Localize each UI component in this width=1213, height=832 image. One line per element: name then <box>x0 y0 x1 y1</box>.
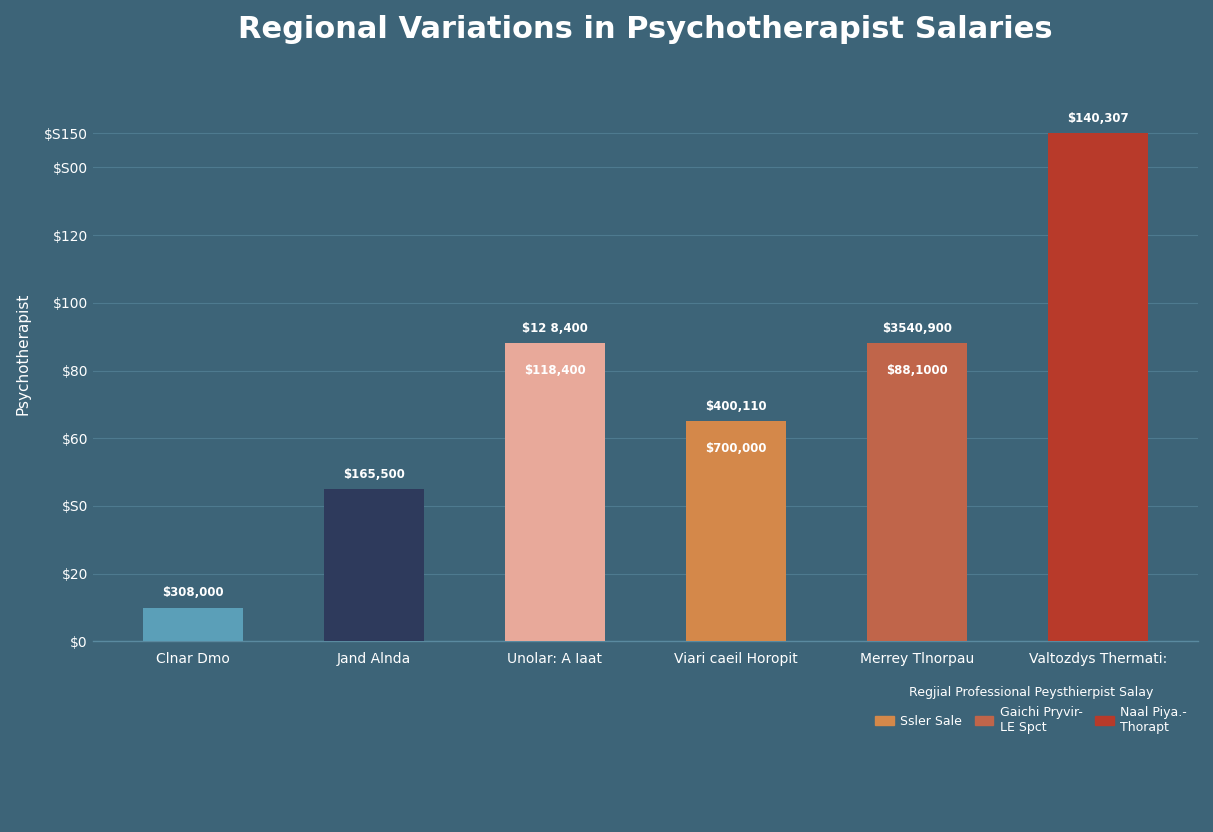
Bar <box>505 344 604 641</box>
Bar <box>867 344 967 641</box>
Text: $400,110: $400,110 <box>705 400 767 413</box>
Y-axis label: Psychotherapist: Psychotherapist <box>15 292 30 415</box>
Bar <box>143 607 243 641</box>
Bar <box>1048 133 1147 641</box>
Text: $88,1000: $88,1000 <box>885 364 947 377</box>
Bar <box>687 421 786 641</box>
Text: $165,500: $165,500 <box>343 468 405 481</box>
Legend: Ssler Sale, Gaichi Pryvir-
LE Spct, Naal Piya.-
Thorapt: Ssler Sale, Gaichi Pryvir- LE Spct, Naal… <box>870 681 1191 739</box>
Text: $3540,900: $3540,900 <box>882 322 952 335</box>
Title: Regional Variations in Psychotherapist Salaries: Regional Variations in Psychotherapist S… <box>238 15 1053 44</box>
Text: $140,307: $140,307 <box>1067 112 1129 125</box>
Text: $700,000: $700,000 <box>705 442 767 454</box>
Text: $12 8,400: $12 8,400 <box>522 322 588 335</box>
Text: $118,400: $118,400 <box>524 364 586 377</box>
Text: $308,000: $308,000 <box>163 586 223 599</box>
Bar <box>324 489 423 641</box>
